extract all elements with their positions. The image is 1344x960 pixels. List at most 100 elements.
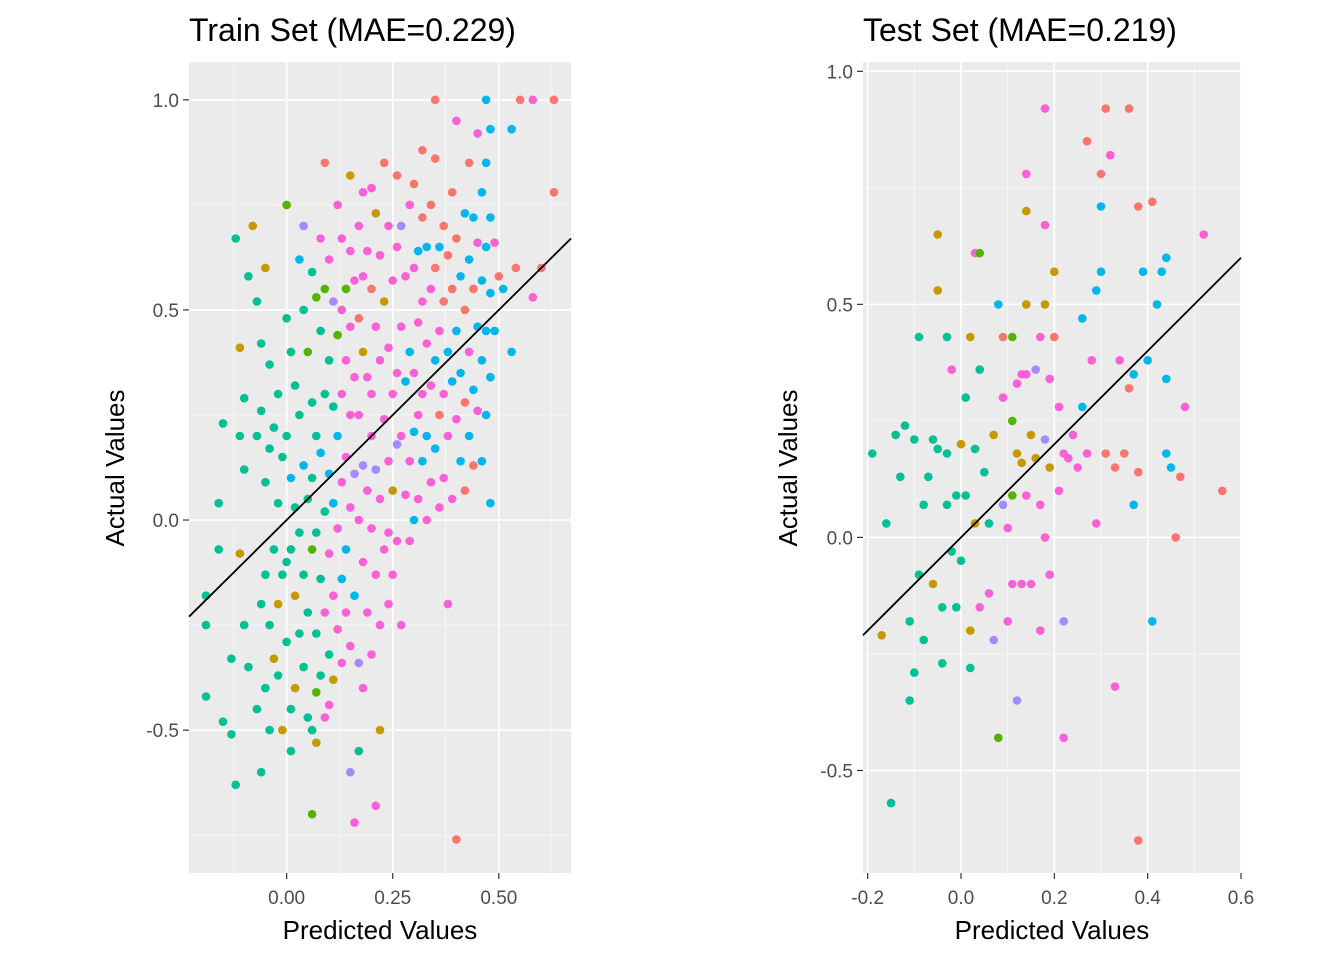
test-data-point xyxy=(891,430,900,440)
train-data-point xyxy=(358,272,368,281)
test-data-point xyxy=(1120,449,1129,458)
train-data-point xyxy=(269,545,279,554)
train-data-point xyxy=(426,477,436,487)
train-data-point xyxy=(396,221,406,231)
test-data-point xyxy=(1054,402,1064,412)
train-data-point xyxy=(409,515,419,525)
test-data-point xyxy=(905,696,914,705)
test-y-tick-label: 1.0 xyxy=(827,62,853,83)
test-data-point xyxy=(1008,332,1017,342)
test-data-point xyxy=(1143,356,1152,365)
train-data-point xyxy=(379,158,389,168)
train-data-point xyxy=(282,637,291,647)
train-data-point xyxy=(316,671,325,680)
train-data-point xyxy=(430,154,440,163)
test-data-point xyxy=(868,449,877,458)
train-data-point xyxy=(481,95,491,105)
test-data-point xyxy=(942,449,952,458)
test-data-point xyxy=(1036,626,1045,635)
train-data-point xyxy=(464,158,474,168)
train-data-point xyxy=(435,410,444,420)
train-data-point xyxy=(460,209,470,218)
test-title: Test Set (MAE=0.219) xyxy=(863,12,1177,48)
train-data-point xyxy=(392,536,402,546)
train-data-point xyxy=(273,498,283,508)
test-data-point xyxy=(1078,314,1087,323)
test-data-point xyxy=(975,365,984,374)
test-panel: -0.2 0.0 0.2 0.4 0.6 -0.5 0.0 0.5 1.0 Test Set … xyxy=(773,12,1254,945)
train-data-point xyxy=(299,221,308,231)
train-data-point xyxy=(396,322,406,332)
train-data-point xyxy=(337,305,347,315)
train-data-point xyxy=(460,398,470,407)
test-data-point xyxy=(1012,696,1022,705)
train-data-point xyxy=(278,570,287,579)
train-data-point xyxy=(337,574,347,584)
test-data-point xyxy=(1162,374,1171,384)
train-data-point xyxy=(346,503,355,512)
test-data-point xyxy=(1138,267,1148,277)
train-data-point xyxy=(299,461,308,470)
train-data-point xyxy=(320,389,330,399)
train-data-point xyxy=(350,372,359,382)
train-data-point xyxy=(418,213,427,222)
train-data-point xyxy=(252,297,262,306)
train-data-point xyxy=(371,209,381,218)
test-data-point xyxy=(1106,150,1115,160)
train-data-point xyxy=(477,456,487,466)
train-data-point xyxy=(430,444,440,453)
test-data-point xyxy=(1031,365,1040,374)
train-data-point xyxy=(333,330,342,340)
test-data-point xyxy=(998,332,1008,342)
test-data-point xyxy=(1040,435,1050,444)
train-data-point xyxy=(231,780,240,790)
train-data-point xyxy=(337,658,347,668)
train-data-point xyxy=(286,704,296,714)
test-data-point xyxy=(998,500,1008,510)
train-data-point xyxy=(295,255,304,264)
train-data-point xyxy=(273,599,283,609)
train-data-point xyxy=(409,427,419,437)
test-data-point xyxy=(938,603,947,612)
test-data-point xyxy=(886,798,896,808)
train-data-point xyxy=(418,297,427,306)
train-data-point xyxy=(405,456,415,466)
train-data-point xyxy=(261,570,270,579)
train-data-point xyxy=(358,188,368,197)
train-data-point xyxy=(354,221,364,231)
train-data-point xyxy=(312,688,321,697)
test-data-point xyxy=(928,435,938,444)
train-data-point xyxy=(418,389,427,399)
test-data-point xyxy=(989,635,998,645)
train-data-point xyxy=(346,246,355,256)
train-data-point xyxy=(299,662,308,672)
train-data-point xyxy=(363,486,372,495)
test-y-axis-title: Actual Values xyxy=(773,389,803,546)
train-y-tick-label: 0.5 xyxy=(153,301,179,322)
train-data-point xyxy=(341,356,351,365)
train-data-point xyxy=(265,360,274,369)
train-data-point xyxy=(312,738,321,747)
train-data-point xyxy=(324,549,334,558)
train-data-point xyxy=(341,284,351,294)
train-data-point xyxy=(320,507,330,516)
train-data-point xyxy=(396,620,406,630)
train-data-point xyxy=(481,242,491,252)
test-data-point xyxy=(1096,202,1106,211)
train-data-point xyxy=(464,255,474,264)
test-data-point xyxy=(966,332,975,342)
train-y-tick-label: 0.0 xyxy=(153,511,179,532)
train-data-point xyxy=(350,818,359,827)
train-data-point xyxy=(384,599,393,609)
train-data-point xyxy=(511,263,521,273)
train-points xyxy=(201,95,559,844)
train-data-point xyxy=(337,234,347,243)
train-data-point xyxy=(312,629,321,638)
test-x-axis-title: Predicted Values xyxy=(955,915,1150,945)
train-data-point xyxy=(316,234,325,243)
train-data-point xyxy=(413,246,423,256)
test-data-point xyxy=(1176,472,1185,482)
train-data-point xyxy=(227,730,236,739)
train-data-point xyxy=(290,591,300,600)
train-data-point xyxy=(290,381,300,390)
